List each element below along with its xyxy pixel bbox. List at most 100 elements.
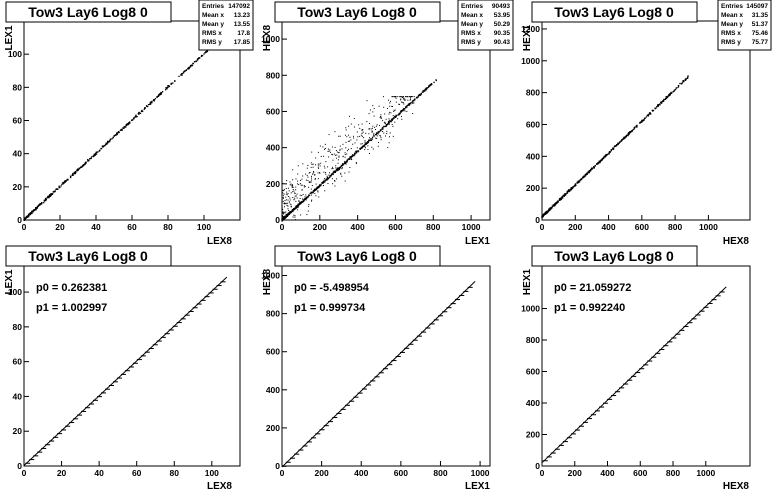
- data-point: [404, 110, 406, 112]
- data-point: [326, 178, 329, 180]
- data-point: [298, 200, 300, 202]
- data-point: [322, 181, 324, 184]
- data-point: [290, 211, 292, 214]
- data-point: [361, 147, 363, 149]
- data-marks-1: [23, 40, 218, 221]
- data-point: [402, 98, 404, 100]
- data-point: [329, 172, 331, 174]
- data-point: [621, 139, 623, 141]
- data-point: [310, 166, 312, 168]
- x-tick-label: 60: [127, 222, 137, 232]
- data-point: [300, 179, 302, 181]
- data-point: [95, 152, 97, 155]
- data-point: [74, 173, 76, 175]
- data-point: [556, 200, 559, 202]
- data-point: [151, 102, 153, 104]
- data-point: [667, 95, 669, 97]
- data-point: [382, 128, 384, 130]
- data-point: [105, 142, 107, 144]
- data-point: [577, 180, 580, 182]
- data-point: [309, 182, 311, 184]
- data-point: [81, 166, 83, 168]
- data-point: [55, 188, 57, 190]
- data-point: [102, 146, 104, 148]
- data-point: [407, 96, 409, 98]
- data-point: [647, 115, 649, 117]
- data-point: [403, 108, 406, 110]
- data-point: [76, 169, 78, 172]
- data-point: [402, 108, 404, 111]
- data-point: [335, 168, 338, 170]
- x-axis-label-6: HEX8: [723, 481, 750, 492]
- data-point: [347, 140, 349, 142]
- data-point: [282, 197, 284, 199]
- data-point: [682, 80, 685, 82]
- x-tick-label: 1000: [462, 222, 481, 232]
- x-tick-label: 200: [568, 468, 582, 478]
- data-point: [292, 185, 294, 187]
- data-point: [379, 117, 381, 119]
- data-point: [287, 212, 289, 214]
- data-point: [310, 188, 312, 190]
- y-axis-label-3: HEX1: [522, 25, 533, 52]
- data-point: [566, 191, 568, 193]
- data-point: [372, 105, 374, 107]
- data-point: [378, 131, 380, 133]
- data-point: [369, 122, 371, 124]
- data-point: [556, 201, 558, 203]
- data-point: [580, 178, 582, 181]
- data-point: [417, 96, 419, 98]
- data-point: [297, 204, 299, 207]
- data-point: [64, 181, 66, 183]
- data-point: [398, 114, 400, 116]
- data-point: [101, 145, 104, 147]
- data-point: [681, 82, 683, 84]
- data-point: [312, 191, 314, 193]
- data-point: [43, 199, 46, 201]
- data-point: [401, 118, 403, 120]
- data-point: [288, 195, 290, 197]
- data-point: [620, 140, 623, 142]
- data-point: [334, 171, 336, 174]
- data-point: [350, 139, 352, 141]
- data-point: [612, 148, 614, 150]
- data-point: [400, 111, 403, 113]
- data-point: [395, 114, 397, 117]
- data-point: [288, 213, 290, 215]
- data-point: [284, 212, 286, 214]
- data-point: [333, 153, 335, 155]
- data-point: [158, 94, 160, 96]
- data-point: [340, 165, 342, 168]
- data-point: [357, 151, 359, 153]
- data-point: [318, 167, 320, 169]
- data-point: [307, 179, 309, 181]
- data-point: [400, 98, 402, 100]
- data-point: [331, 178, 333, 180]
- y-tick-label: 600: [526, 119, 540, 129]
- data-point: [345, 163, 347, 165]
- data-point: [180, 74, 182, 76]
- y-tick-label: 20: [13, 426, 23, 436]
- data-point: [344, 152, 346, 154]
- data-point: [314, 177, 316, 179]
- data-point: [334, 185, 336, 187]
- data-point: [364, 146, 366, 148]
- data-point: [617, 142, 620, 144]
- data-point: [401, 102, 403, 104]
- y-tick-label: 800: [266, 309, 280, 319]
- data-point: [662, 100, 664, 103]
- data-point: [44, 199, 47, 201]
- data-point: [677, 84, 680, 87]
- data-point: [605, 154, 607, 156]
- data-point: [174, 80, 176, 82]
- data-point: [188, 67, 190, 69]
- data-point: [685, 78, 687, 80]
- data-point: [292, 191, 294, 193]
- data-marks-2: [281, 79, 437, 222]
- data-point: [283, 190, 285, 192]
- data-point: [47, 196, 50, 198]
- fit-p1-4: p1 = 1.002997: [36, 302, 107, 314]
- stats-label: Entries: [721, 3, 743, 10]
- data-point: [422, 91, 424, 93]
- data-point: [346, 136, 348, 138]
